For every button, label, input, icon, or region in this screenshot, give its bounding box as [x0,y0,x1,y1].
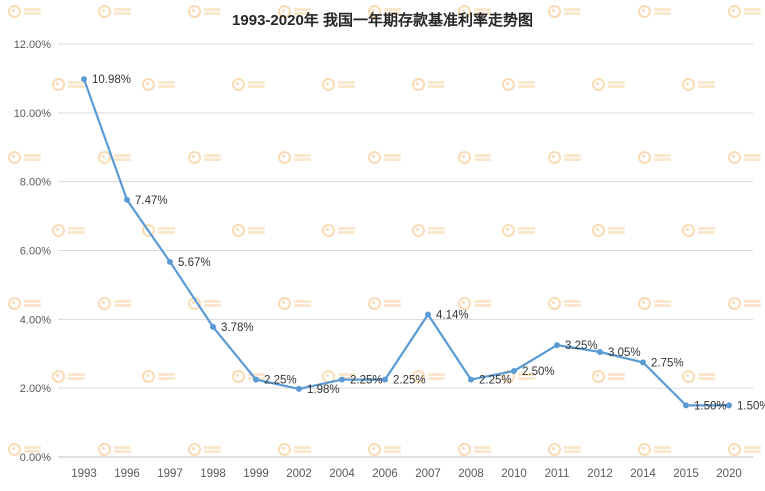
x-tick-label: 1999 [243,468,269,480]
x-tick-label: 2008 [458,468,484,480]
x-tick-label: 2007 [415,468,441,480]
x-tick-label: 2011 [545,468,570,480]
data-point-label: 3.05% [608,347,641,359]
x-tick-label: 2006 [372,468,398,480]
x-tick-label: 2012 [587,468,613,480]
chart-title: 1993-2020年 我国一年期存款基准利率走势图 [232,12,533,29]
x-tick-label: 1998 [200,468,226,480]
data-point-marker [81,76,87,83]
data-point-label: 10.98% [92,74,131,86]
trend-line [82,77,731,407]
y-tick-label: 8.00% [20,177,51,189]
data-point-marker [339,376,345,383]
data-point-marker [253,376,259,383]
x-tick-label: 1993 [71,468,97,480]
data-point-marker [597,349,603,356]
data-point-label: 5.67% [178,257,211,269]
data-point-label: 2.25% [264,375,297,387]
data-point-label: 2.25% [393,375,426,387]
data-point-marker [683,402,689,409]
data-point-marker [468,376,474,383]
data-point-marker [554,342,560,349]
x-tick-label: 2020 [716,468,742,480]
y-tick-label: 0.00% [20,452,51,464]
x-tick-label: 1997 [157,468,183,480]
x-tick-label: 2014 [630,468,656,480]
data-point-label: 2.25% [350,375,383,387]
data-point-marker [382,376,388,383]
data-point-label: 3.78% [221,322,254,334]
data-point-marker [425,311,431,318]
data-point-label: 2.75% [651,357,684,369]
data-point-label: 3.25% [565,340,598,352]
data-point-label: 2.50% [522,366,555,378]
y-tick-label: 2.00% [20,383,51,395]
x-tick-label: 2004 [329,468,355,480]
data-point-marker [210,323,216,330]
x-tick-label: 2002 [286,468,312,480]
data-point-marker [511,367,517,374]
y-tick-label: 12.00% [14,39,52,51]
line-chart: 0.00% 2.00% 4.00% 6.00% 8.00% 10.00% 12.00% 199… [14,39,765,480]
data-point-label: 2.25% [479,375,512,387]
data-point-marker [640,359,646,366]
data-point-label: 1.50% [737,400,765,412]
x-tick-label: 2015 [673,468,699,480]
data-point-label: 7.47% [135,195,168,207]
y-tick-label: 6.00% [20,246,51,258]
x-tick-label: 2010 [501,468,527,480]
y-tick-label: 4.00% [20,314,51,326]
y-tick-label: 10.00% [14,108,52,120]
data-point-label: 1.50% [694,400,727,412]
data-point-label: 4.14% [436,310,469,322]
data-point-marker [726,402,732,409]
data-point-marker [296,385,302,392]
x-tick-label: 1996 [114,468,140,480]
data-point-label: 1.98% [307,384,340,396]
data-point-marker [124,196,130,203]
data-point-marker [167,258,173,265]
